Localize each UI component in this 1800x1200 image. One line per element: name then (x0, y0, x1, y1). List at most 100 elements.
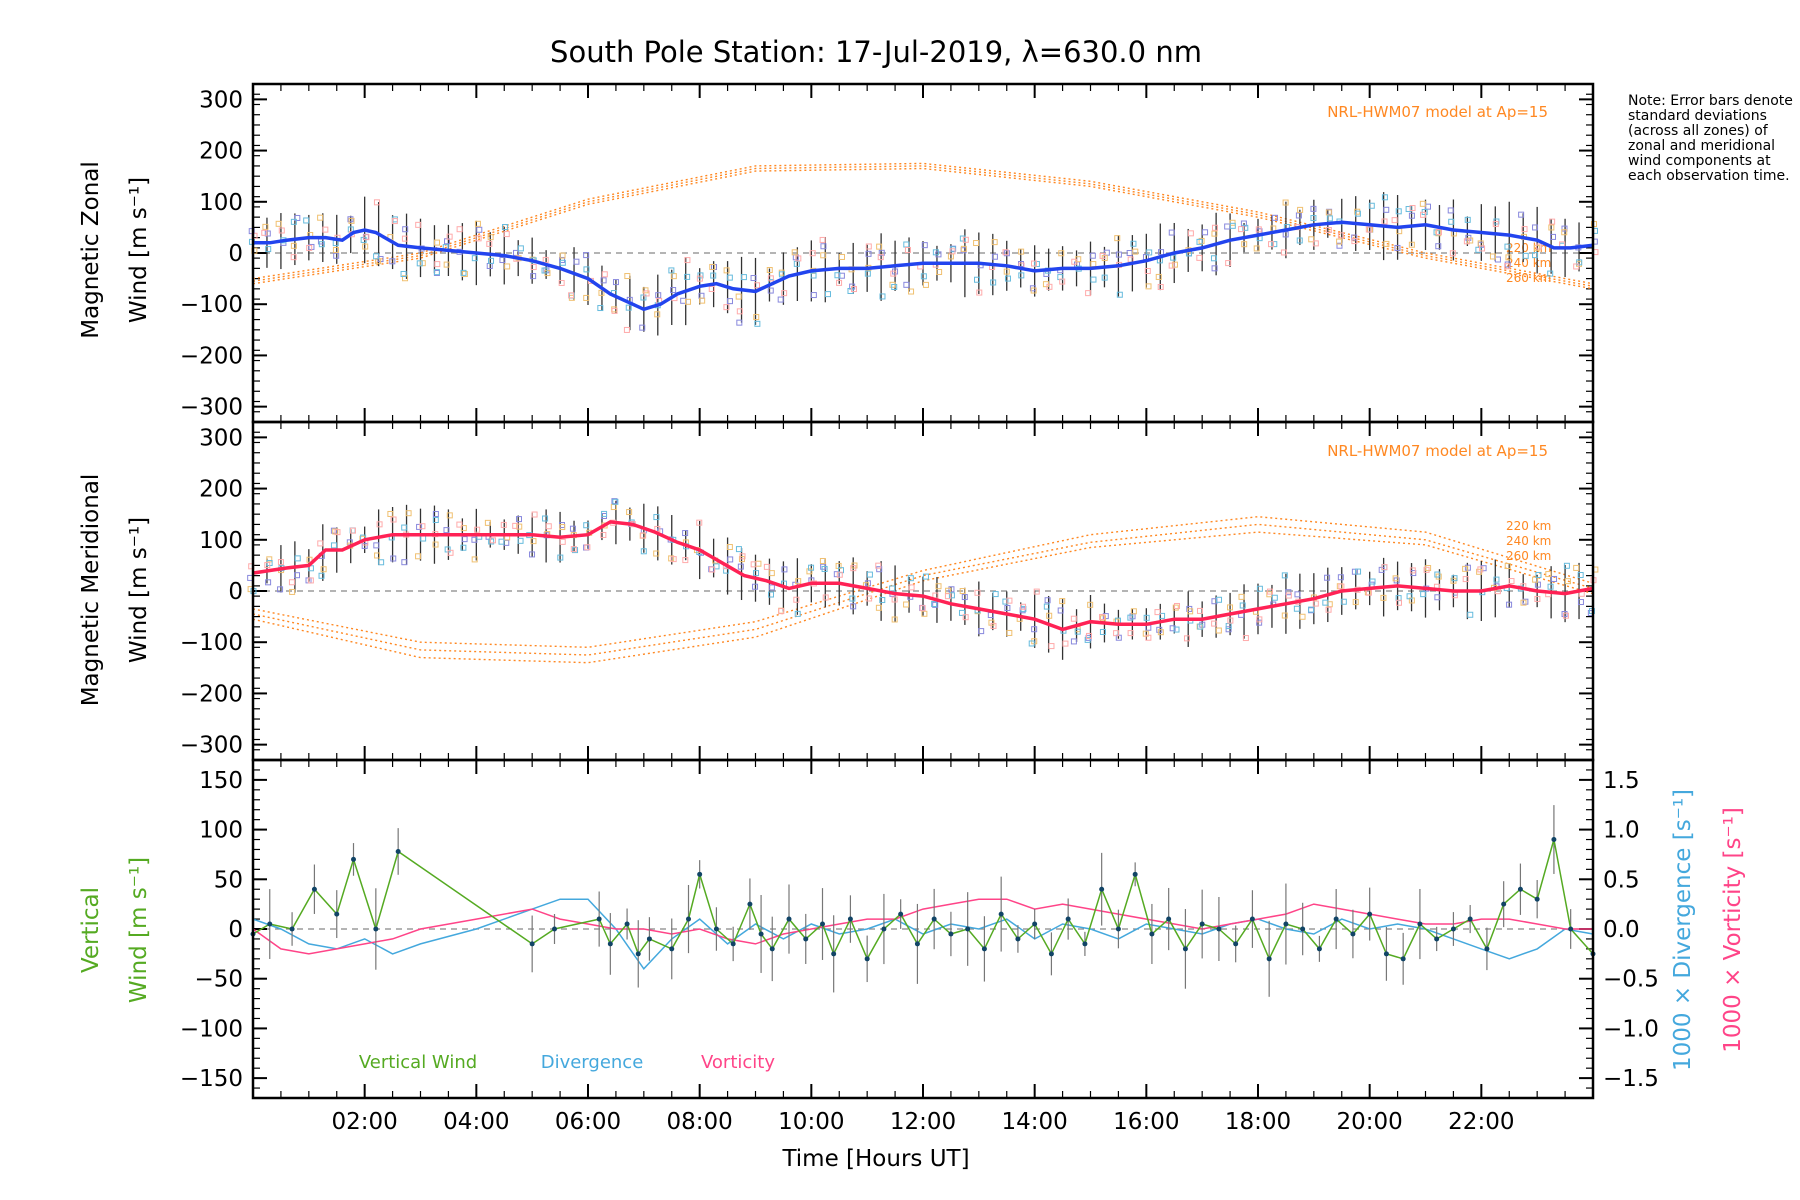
zonal-ytick-label: −100 (180, 292, 243, 318)
zonal-zone-point (1211, 224, 1218, 231)
vertical-ytick-label: 50 (214, 867, 243, 893)
zonal-zone-point (1463, 238, 1470, 245)
zonal-zone-point (624, 273, 631, 280)
meridional-zone-point (1294, 591, 1301, 598)
meridional-zone-point (1084, 636, 1091, 643)
zonal-zone-point (735, 293, 742, 300)
meridional-zone-point (1392, 575, 1399, 582)
meridional-zone-point (891, 596, 898, 603)
meridional-zone-point (768, 584, 775, 591)
vertical-wind-point (1400, 956, 1406, 962)
meridional-zone-point (306, 556, 313, 563)
meridional-zone-point (1493, 576, 1500, 583)
meridional-zone-point (727, 556, 734, 563)
meridional-zone-point (1239, 602, 1246, 609)
meridional-zone-point (446, 512, 453, 519)
zonal-zone-point (1576, 259, 1583, 266)
zonal-zone-point (890, 270, 897, 277)
meridional-zone-point (545, 523, 552, 530)
zonal-zone-point (976, 289, 983, 296)
zonal-zone-point (1337, 232, 1344, 239)
zonal-zone-point (1310, 205, 1317, 212)
meridional-zone-point (1099, 613, 1106, 620)
meridional-zone-point (1183, 635, 1190, 642)
zonal-zone-point (1435, 243, 1442, 250)
zonal-zone-point (1504, 261, 1511, 268)
zonal-zone-point (333, 252, 340, 259)
meridional-zone-point (1087, 601, 1094, 608)
zonal-zone-point (1381, 194, 1388, 201)
meridional-zone-point (488, 538, 495, 545)
zonal-zone-point (670, 287, 677, 294)
meridional-zone-point (1044, 597, 1051, 604)
zonal-zone-point (1336, 238, 1343, 245)
zonal-zone-point (1435, 230, 1442, 237)
vertical-wind-error-bars (252, 805, 1594, 997)
zonal-wind-line (253, 220, 1594, 312)
zonal-zone-point (583, 294, 590, 301)
zonal-zone-point (836, 279, 843, 286)
vorticity-line (252, 898, 1593, 955)
zonal-zone-point (767, 287, 774, 294)
meridional-zone-point (806, 568, 813, 575)
vertical-wind-point (607, 941, 613, 947)
meridional-zone-point (1534, 581, 1541, 588)
zonal-zone-point (1090, 276, 1097, 283)
meridional-zone-point (1352, 599, 1359, 606)
meridional-zone-point (1293, 605, 1300, 612)
meridional-zone-point (1002, 598, 1009, 605)
meridional-zone-point (948, 592, 955, 599)
meridional-zone-point (907, 575, 914, 582)
zonal-zone-point (1229, 219, 1236, 226)
xtick-label: 18:00 (1225, 1109, 1291, 1135)
vertical-wind-point (552, 926, 557, 932)
zonal-zone-point (1168, 229, 1175, 236)
zonal-zone-point (558, 279, 565, 286)
xtick-label: 10:00 (778, 1109, 844, 1135)
zonal-zone-point (1253, 245, 1260, 252)
zonal-zone-point (517, 245, 524, 252)
zonal-zone-point (1196, 254, 1203, 261)
zonal-zone-point (670, 273, 677, 280)
meridional-zone-point (1409, 567, 1416, 574)
vertical-wind-point (1115, 926, 1121, 932)
meridional-zone-point (1256, 616, 1263, 623)
vertical-wind-point (914, 941, 920, 947)
meridional-zone-point (512, 522, 519, 529)
zonal-zone-point (1170, 254, 1177, 261)
zonal-zone-point (781, 290, 788, 297)
zonal-zone-point (1225, 260, 1232, 267)
error-bar-note: Note: Error bars denote standard deviati… (1628, 93, 1793, 184)
vertical-wind-point (1350, 931, 1356, 937)
meridional-ytick-label: 0 (228, 579, 243, 605)
vertical-wind-point (881, 926, 887, 932)
meridional-zone-point (793, 596, 800, 603)
zonal-zone-point (1155, 273, 1162, 280)
zonal-zone-point (433, 239, 440, 246)
zonal-zone-point (487, 234, 494, 241)
meridional-zone-point (626, 509, 633, 516)
right-ytick-label: 0.0 (1603, 917, 1640, 943)
zonal-zone-point (1479, 245, 1486, 252)
meridional-zone-point (484, 519, 491, 526)
meridional-zone-point (1031, 626, 1038, 633)
zonal-zone-point (601, 271, 608, 278)
zonal-zone-point (1268, 241, 1275, 248)
zonal-zone-point (697, 272, 704, 279)
meridional-axes: −300 −200 −100 0 100 200 300 (180, 421, 1594, 761)
zonal-ylabel-line1: Magnetic Zonal (78, 161, 104, 339)
vertical-wind-point (1568, 926, 1574, 932)
xtick-label: 08:00 (667, 1109, 733, 1135)
zonal-observations (248, 192, 1599, 336)
zonal-zone-point (1549, 218, 1556, 225)
zonal-zone-point (1114, 235, 1121, 242)
meridional-zone-point (849, 595, 856, 602)
meridional-zone-point (1127, 630, 1134, 637)
meridional-zone-point (387, 510, 394, 517)
meridional-zone-point (1256, 619, 1263, 626)
meridional-zone-point (992, 591, 999, 598)
meridional-zone-point (709, 566, 716, 573)
zonal-zone-point (1238, 226, 1245, 233)
vertical-wind-point (931, 916, 937, 922)
meridional-zone-point (330, 542, 337, 549)
